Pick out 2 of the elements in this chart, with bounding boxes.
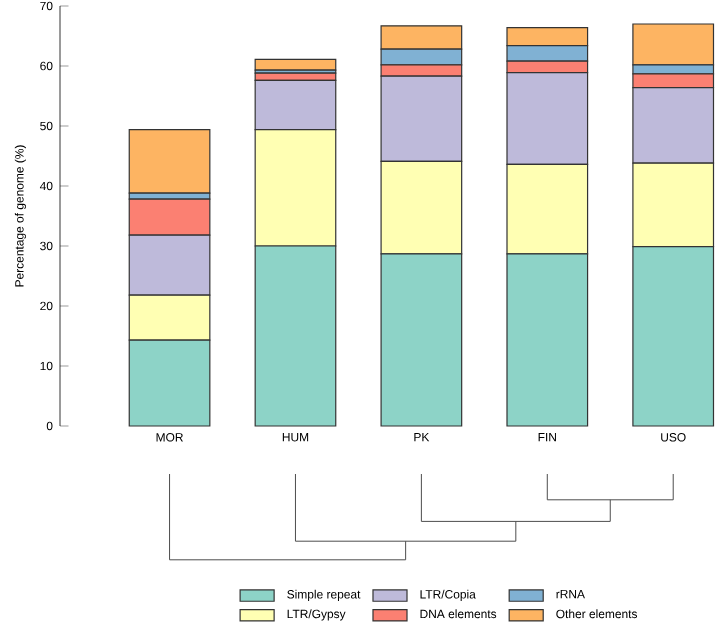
- bar: [632, 23, 715, 66]
- bar: [128, 129, 211, 194]
